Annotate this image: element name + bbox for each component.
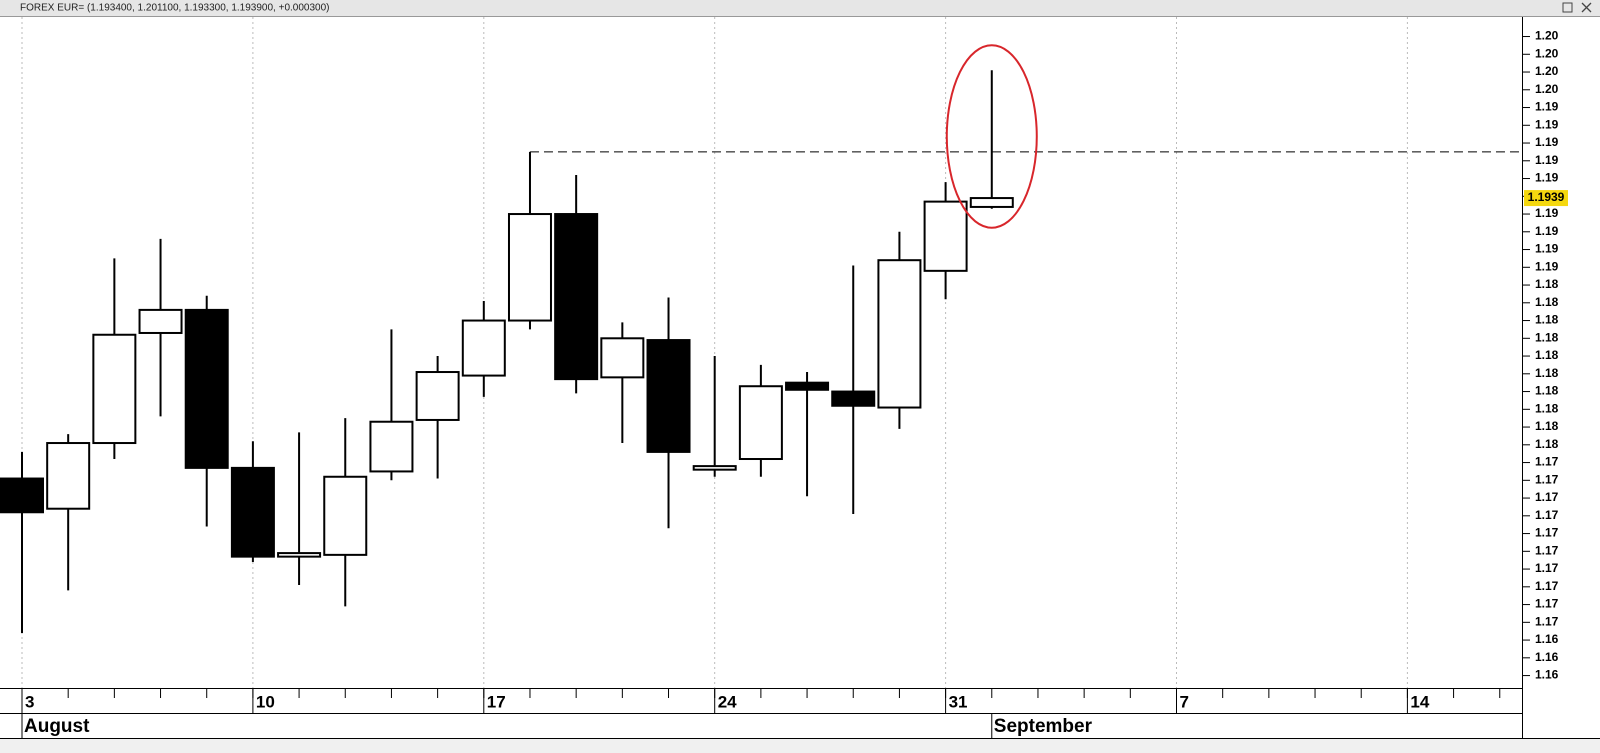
candle-body bbox=[600, 337, 645, 379]
annotation-ellipse bbox=[945, 44, 1038, 229]
y-tick-label: 1.17 bbox=[1535, 614, 1559, 628]
y-tick-label: 1.17 bbox=[1535, 579, 1559, 593]
y-tick-label: 1.18 bbox=[1535, 277, 1559, 291]
y-tick-label: 1.16 bbox=[1535, 650, 1559, 664]
y-tick-label: 1.20 bbox=[1535, 64, 1559, 78]
y-tick-label: 1.18 bbox=[1535, 348, 1559, 362]
candle-body bbox=[461, 319, 506, 377]
y-tick-label: 1.18 bbox=[1535, 437, 1559, 451]
candle-body bbox=[507, 213, 552, 322]
y-tick-label: 1.17 bbox=[1535, 455, 1559, 469]
last-price-marker bbox=[1524, 190, 1568, 207]
y-tick-label: 1.18 bbox=[1535, 366, 1559, 380]
candle-body bbox=[646, 339, 691, 453]
candle-body bbox=[831, 390, 876, 407]
y-tick-label: 1.17 bbox=[1535, 561, 1559, 575]
footer bbox=[0, 739, 1600, 753]
last-price-label: 1.1939 bbox=[1528, 190, 1565, 204]
month-label: September bbox=[994, 716, 1093, 737]
y-tick-label: 1.18 bbox=[1535, 330, 1559, 344]
candle-body bbox=[785, 381, 830, 391]
y-tick-label: 1.19 bbox=[1535, 153, 1559, 167]
candle-body bbox=[369, 420, 414, 473]
x-tick-label: 31 bbox=[949, 692, 968, 711]
candle-body bbox=[92, 333, 137, 445]
x-tick-label: 3 bbox=[25, 692, 34, 711]
candle-body bbox=[969, 197, 1014, 208]
y-tick-label: 1.20 bbox=[1535, 82, 1559, 96]
candle-body bbox=[738, 385, 783, 461]
y-tick-label: 1.19 bbox=[1535, 206, 1559, 220]
candle-body bbox=[554, 213, 599, 381]
x-tick-label: 10 bbox=[256, 692, 275, 711]
x-tick-label: 17 bbox=[487, 692, 506, 711]
candle-body bbox=[923, 200, 968, 272]
candle-body bbox=[184, 308, 229, 469]
y-tick-label: 1.18 bbox=[1535, 419, 1559, 433]
y-tick-label: 1.18 bbox=[1535, 401, 1559, 415]
y-tick-label: 1.19 bbox=[1535, 135, 1559, 149]
y-tick-label: 1.17 bbox=[1535, 490, 1559, 504]
y-tick-label: 1.19 bbox=[1535, 171, 1559, 185]
y-tick-label: 1.19 bbox=[1535, 242, 1559, 256]
x-tick-label: 7 bbox=[1180, 692, 1189, 711]
y-tick-label: 1.17 bbox=[1535, 472, 1559, 486]
candle-body bbox=[0, 477, 44, 514]
y-tick-label: 1.18 bbox=[1535, 384, 1559, 398]
y-tick-label: 1.17 bbox=[1535, 543, 1559, 557]
candle-body bbox=[323, 475, 368, 556]
y-tick-label: 1.19 bbox=[1535, 100, 1559, 114]
month-label: August bbox=[24, 716, 90, 737]
y-tick-label: 1.19 bbox=[1535, 117, 1559, 131]
candle-body bbox=[230, 466, 275, 558]
close-button[interactable] bbox=[1581, 2, 1592, 13]
y-tick-label: 1.16 bbox=[1535, 668, 1559, 682]
candle-body bbox=[277, 552, 322, 558]
header-bar bbox=[0, 0, 1600, 16]
candle-body bbox=[415, 371, 460, 421]
y-tick-label: 1.18 bbox=[1535, 313, 1559, 327]
y-tick-label: 1.20 bbox=[1535, 29, 1559, 43]
y-tick-label: 1.20 bbox=[1535, 46, 1559, 60]
candle-body bbox=[138, 308, 183, 334]
restore-button[interactable] bbox=[1562, 2, 1573, 13]
y-tick-label: 1.17 bbox=[1535, 526, 1559, 540]
y-tick-label: 1.16 bbox=[1535, 632, 1559, 646]
candle-body bbox=[692, 465, 737, 471]
y-tick-label: 1.18 bbox=[1535, 295, 1559, 309]
y-tick-label: 1.19 bbox=[1535, 224, 1559, 238]
x-tick-label: 24 bbox=[718, 692, 737, 711]
x-tick-label: 14 bbox=[1410, 692, 1429, 711]
y-tick-label: 1.17 bbox=[1535, 597, 1559, 611]
candle-body bbox=[46, 442, 91, 510]
candle-body bbox=[877, 259, 922, 409]
y-tick-label: 1.19 bbox=[1535, 259, 1559, 273]
y-tick-label: 1.17 bbox=[1535, 508, 1559, 522]
chart-title: FOREX EUR= (1.193400, 1.201100, 1.193300… bbox=[20, 3, 330, 14]
